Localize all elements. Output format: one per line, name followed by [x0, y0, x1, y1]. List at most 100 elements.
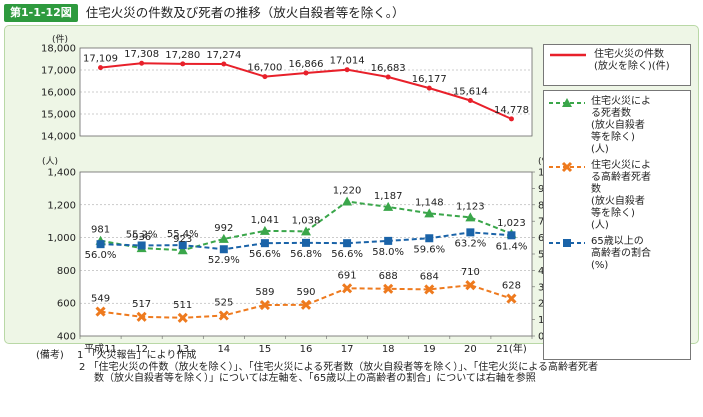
legend-label-deaths: 住宅火災によ る死者数 (放火自殺者 等を除く) (人): [591, 96, 651, 155]
elderly-deaths-data-label: 628: [502, 281, 521, 292]
ratio-point: [260, 239, 269, 248]
x-tick-label: 16: [300, 344, 313, 355]
ratio-data-label: 59.6%: [413, 244, 445, 255]
bottom-y-axis-label: (人): [42, 156, 58, 167]
ratio-point: [137, 241, 146, 250]
ratio-data-label: 56.8%: [290, 249, 322, 260]
ratio-data-label: 56.0%: [85, 250, 117, 261]
fires-point: [467, 97, 473, 103]
x-tick-label: 20: [464, 344, 477, 355]
ratio-point: [96, 240, 105, 249]
ratio-data-label: 52.9%: [208, 255, 240, 266]
ratio-point: [178, 241, 187, 250]
x-tick-label: 17: [341, 344, 354, 355]
elderly-deaths-data-label: 517: [132, 299, 151, 310]
elderly-deaths-point: [136, 311, 147, 322]
bottom-y-tick-label: 1,200: [47, 200, 76, 211]
top-y-tick-label: 17,000: [41, 66, 76, 77]
elderly-deaths-data-label: 511: [173, 300, 192, 311]
deaths-point: [259, 225, 270, 235]
deaths-data-label: 1,041: [251, 215, 280, 226]
elderly-deaths-data-label: 525: [214, 298, 233, 309]
ratio-point: [384, 236, 393, 245]
notes-label: (備考): [36, 350, 64, 361]
x-tick-label: 12: [135, 344, 148, 355]
fires-data-label: 17,274: [206, 50, 241, 61]
fires-point: [221, 61, 227, 67]
fires-data-label: 16,683: [371, 63, 406, 74]
fires-point: [139, 60, 145, 66]
deaths-point: [342, 196, 353, 206]
note-1-number: 1: [77, 350, 84, 361]
bottom-y-tick-label: 1,400: [47, 168, 76, 179]
elderly-deaths-data-label: 549: [91, 294, 110, 305]
ratio-data-label: 61.4%: [496, 241, 528, 252]
elderly-deaths-point: [383, 283, 394, 294]
bottom-y-tick-label: 1,000: [47, 233, 76, 244]
elderly-deaths-point: [506, 293, 517, 304]
fires-point: [98, 65, 104, 71]
fires-data-label: 16,177: [412, 74, 447, 85]
top-y-tick-label: 14,000: [41, 132, 76, 143]
figure-number-badge: 第1-1-12図: [4, 4, 78, 22]
deaths-data-label: 1,038: [292, 215, 321, 226]
ratio-data-label: 55.4%: [167, 229, 199, 240]
deaths-data-label: 1,220: [333, 186, 362, 197]
elderly-deaths-data-label: 589: [255, 287, 274, 298]
x-tick-label: 13: [176, 344, 189, 355]
note-2-text-2: 数（放火自殺者等を除く）」については左軸を、「65歳以上の高齢者の割合」について…: [94, 373, 536, 384]
fires-data-label: 17,014: [330, 56, 365, 67]
x-tick-label: 平成11: [84, 343, 117, 355]
x-tick-label: 15: [259, 344, 272, 355]
top-y-axis-label: (件): [52, 33, 68, 45]
ratio-data-label: 55.2%: [126, 229, 158, 240]
fires-data-label: 17,109: [83, 54, 118, 65]
fires-point: [426, 85, 432, 91]
right-y-tick-label: 0: [538, 332, 544, 343]
deaths-data-label: 1,123: [456, 201, 485, 212]
deaths-data-label: 1,187: [374, 191, 403, 202]
fires-point: [303, 70, 309, 76]
top-y-tick-label: 18,000: [41, 44, 76, 55]
top-y-tick-label: 15,000: [41, 110, 76, 121]
deaths-data-label: 1,148: [415, 197, 444, 208]
elderly-deaths-point: [465, 280, 476, 291]
ratio-point: [219, 245, 228, 254]
legend-label-elderly-deaths: 住宅火災によ る高齢者死者 数 (放火自殺者 等を除く) (人): [591, 160, 651, 231]
note-line-2: 2 「住宅火災の件数（放火を除く）」、「住宅火災による死者数（放火自殺者等を除く…: [36, 362, 598, 374]
ratio-point: [507, 231, 516, 240]
legend-label-fires: 住宅火災の件数 (放火を除く)(件): [594, 49, 670, 72]
ratio-line: [100, 231, 512, 251]
ratio-point: [466, 228, 475, 237]
fires-point: [344, 67, 350, 73]
fires-data-label: 16,866: [289, 59, 324, 70]
fires-data-label: 17,280: [165, 50, 200, 61]
elderly-deaths-point: [177, 312, 188, 323]
ratio-data-label: 63.2%: [454, 238, 486, 249]
legend-label-ratio: 65歳以上の 高齢者の割合 (%): [591, 236, 651, 271]
ratio-point: [343, 239, 352, 248]
elderly-deaths-data-label: 710: [461, 267, 480, 278]
figure-title: 住宅火災の件数及び死者の推移（放火自殺者等を除く。）: [85, 5, 405, 20]
elderly-deaths-point: [424, 284, 435, 295]
bottom-y-tick-label: 600: [57, 299, 76, 310]
ratio-data-label: 58.0%: [372, 247, 404, 258]
fires-point: [385, 74, 391, 80]
note-1-text: 「火災報告」により作成: [86, 350, 197, 361]
deaths-point: [177, 245, 188, 255]
note-2-text-1: 「住宅火災の件数（放火を除く）」、「住宅火災による死者数（放火自殺者等を除く）」…: [88, 361, 598, 373]
ratio-point: [425, 234, 434, 243]
fires-data-label: 17,308: [124, 49, 159, 60]
fires-data-label: 16,700: [247, 63, 282, 74]
fires-data-label: 14,778: [494, 105, 529, 116]
x-tick-label: 18: [382, 344, 395, 355]
elderly-deaths-data-label: 684: [420, 271, 439, 282]
x-tick-label: 14: [217, 344, 230, 355]
legend-box-lower: [543, 90, 691, 360]
figure-header: 第1-1-12図 住宅火災の件数及び死者の推移（放火自殺者等を除く。）: [4, 4, 405, 22]
deaths-data-label: 936: [132, 232, 151, 243]
deaths-point: [218, 233, 229, 243]
note-line-1: (備考) 1 「火災報告」により作成: [36, 350, 598, 362]
x-tick-label: 21(年): [496, 342, 527, 355]
